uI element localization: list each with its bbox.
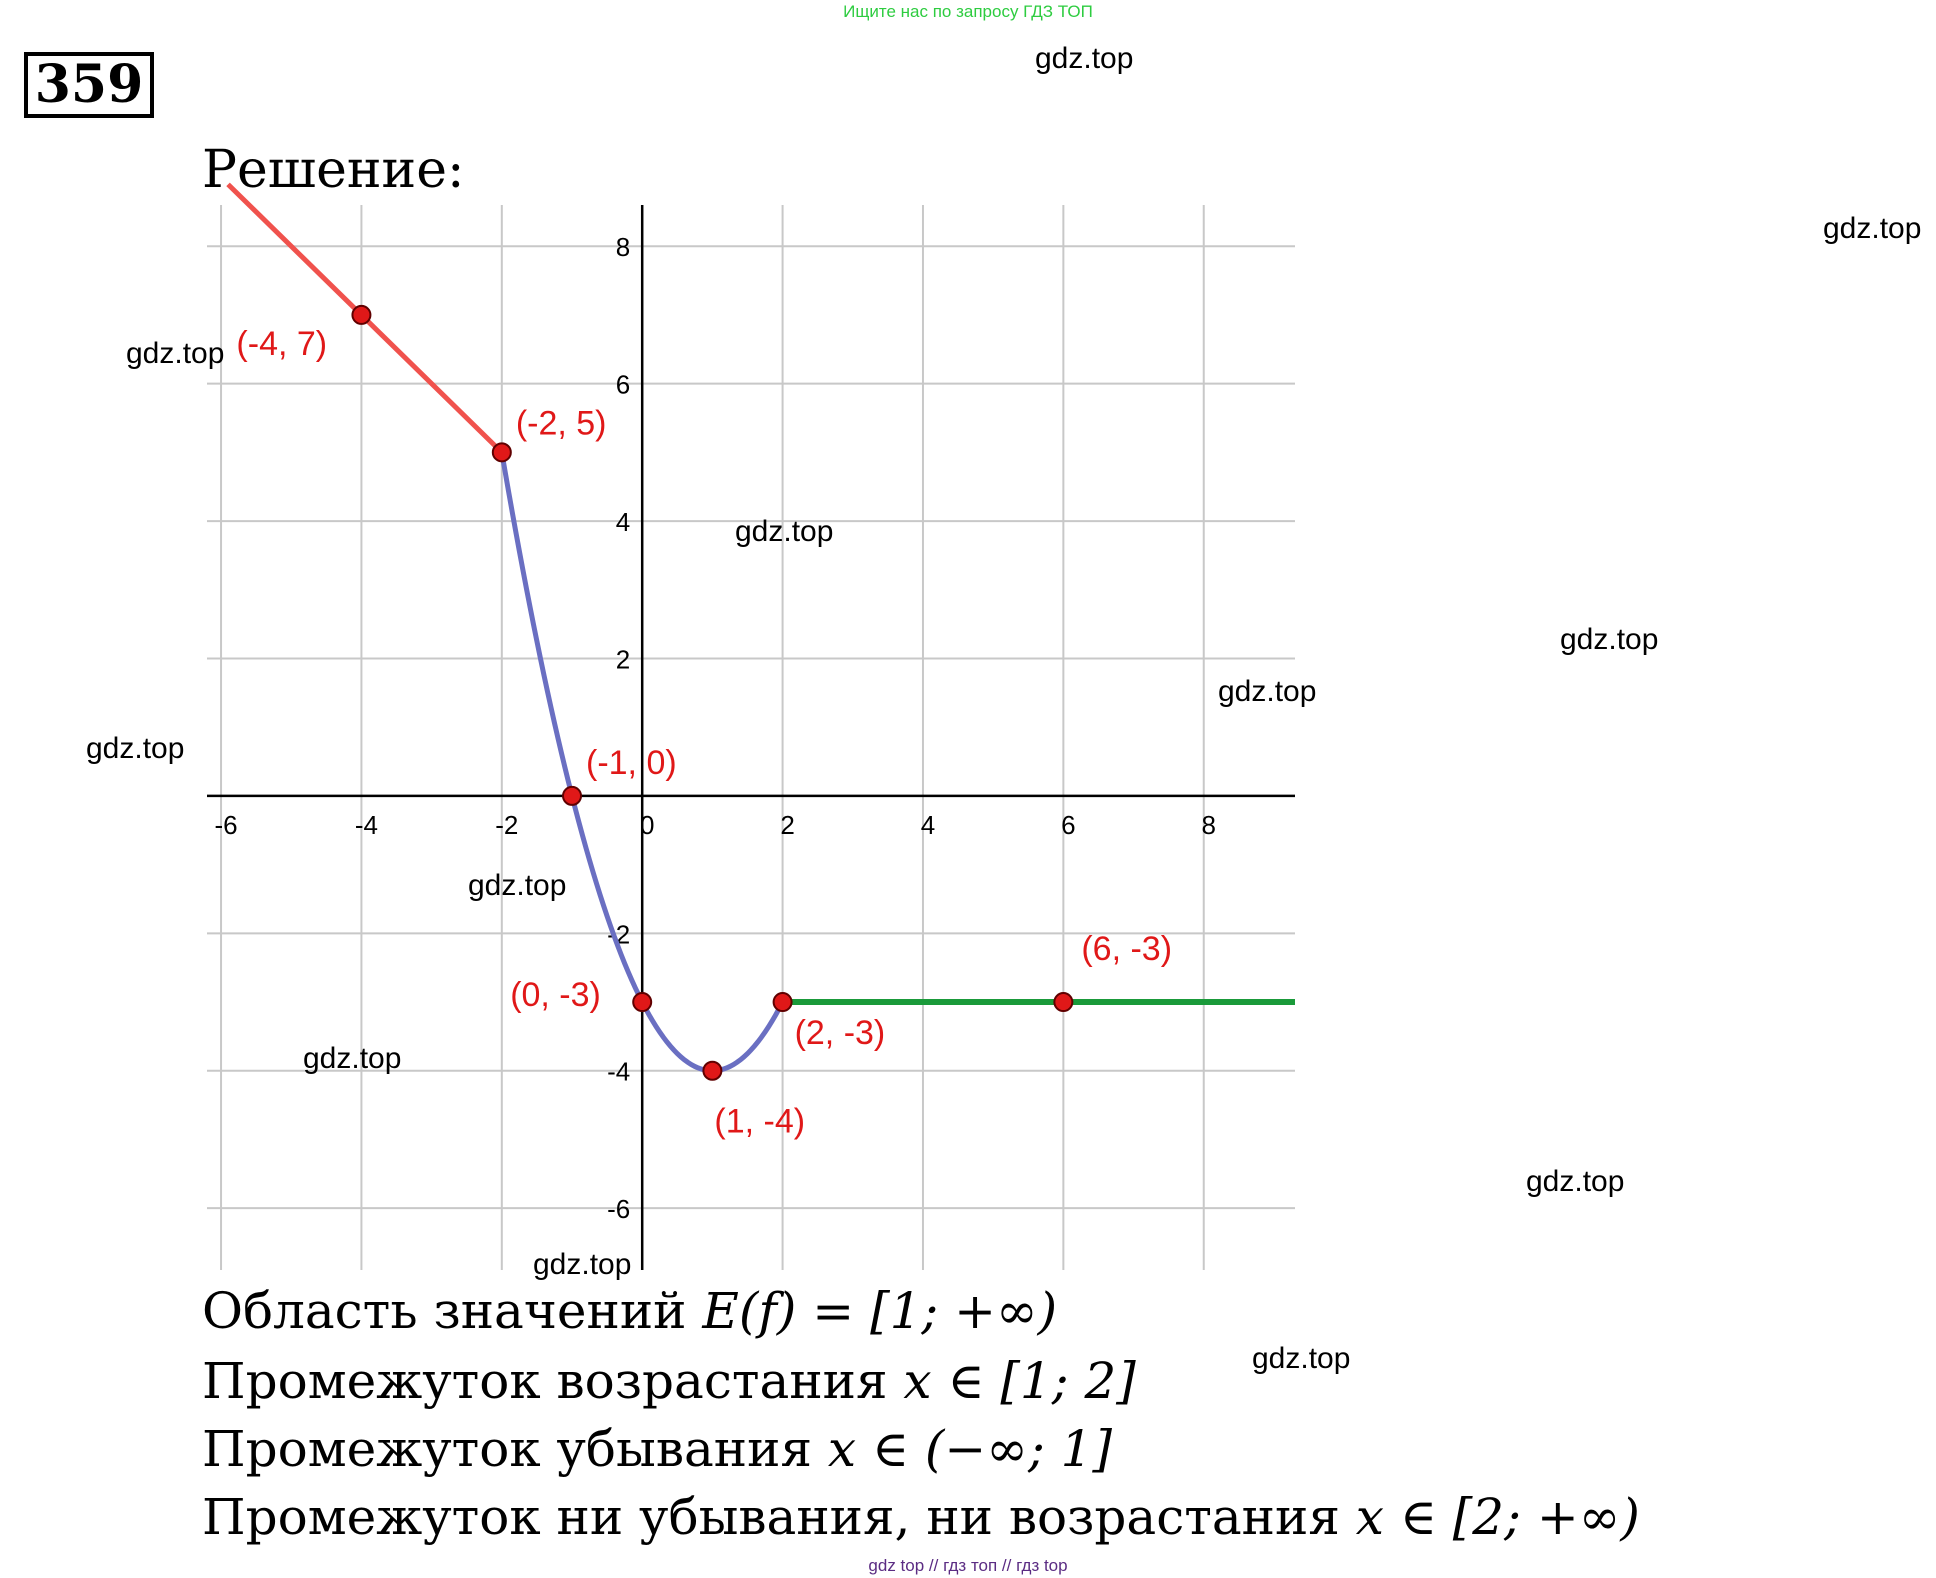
answer-increasing: Промежуток возрастания x ∈ [1; 2] <box>202 1352 1136 1410</box>
x-tick-label: -6 <box>214 810 237 840</box>
point-label: (-1, 0) <box>586 744 677 782</box>
y-tick-label: 4 <box>616 507 630 537</box>
watermark: gdz.top <box>1035 42 1134 75</box>
point-label: (6, -3) <box>1081 930 1172 968</box>
x-tick-label: 8 <box>1202 810 1216 840</box>
axes <box>207 205 1295 1270</box>
watermark: gdz.top <box>1218 675 1317 708</box>
watermark: gdz.top <box>303 1042 402 1075</box>
answer-increasing-formula: x ∈ [1; 2] <box>903 1352 1136 1410</box>
watermark: gdz.top <box>1252 1342 1351 1375</box>
watermark: gdz.top <box>1823 212 1922 245</box>
graph-point <box>491 442 512 463</box>
point-labels: (-4, 7) (-2, 5) (-1, 0) (0, -3) (1, -4) (2, -… <box>236 325 1172 1141</box>
watermark: gdz.top <box>533 1248 632 1281</box>
answer-constant-formula: x ∈ [2; +∞) <box>1355 1488 1640 1546</box>
graph-point <box>562 785 583 806</box>
watermark: gdz.top <box>468 869 567 902</box>
watermark: gdz.top <box>126 337 225 370</box>
watermark: gdz.top <box>1560 623 1659 656</box>
y-tick-label: 2 <box>616 644 630 674</box>
graph-point <box>772 992 793 1013</box>
grid-lines <box>207 205 1295 1270</box>
answer-constant-text: Промежуток ни убывания, ни возрастания <box>202 1488 1356 1546</box>
problem-number: 359 <box>24 52 154 118</box>
footer-links[interactable]: gdz top // гдз топ // гдз top <box>868 1556 1068 1575</box>
answer-decreasing-formula: x ∈ (−∞; 1] <box>827 1420 1112 1478</box>
y-tick-label: -4 <box>607 1057 630 1087</box>
x-tick-label: 4 <box>921 810 935 840</box>
y-tick-label: 6 <box>616 370 630 400</box>
x-tick-label: 2 <box>780 810 794 840</box>
graph-point <box>1053 992 1074 1013</box>
answer-range: Область значений E(f) = [1; +∞) <box>202 1282 1057 1340</box>
top-banner[interactable]: Ищите нас по запросу ГДЗ ТОП <box>843 2 1093 21</box>
answer-range-text: Область значений <box>202 1282 703 1340</box>
answer-decreasing: Промежуток убывания x ∈ (−∞; 1] <box>202 1420 1112 1478</box>
x-tick-label: -2 <box>495 810 518 840</box>
watermark: gdz.top <box>86 732 185 765</box>
point-label: (-4, 7) <box>236 325 327 363</box>
point-label: (1, -4) <box>714 1103 805 1141</box>
answer-increasing-text: Промежуток возрастания <box>202 1352 904 1410</box>
point-label: (-2, 5) <box>516 404 607 442</box>
x-tick-label: 6 <box>1061 810 1075 840</box>
answer-decreasing-text: Промежуток убывания <box>202 1420 828 1478</box>
x-tick-label: 0 <box>640 810 654 840</box>
point-label: (2, -3) <box>795 1014 886 1052</box>
y-tick-label: -6 <box>607 1194 630 1224</box>
answer-range-formula: E(f) = [1; +∞) <box>702 1282 1058 1340</box>
graph-point <box>632 992 653 1013</box>
point-label: (0, -3) <box>510 976 601 1014</box>
x-tick-label: -4 <box>355 810 378 840</box>
watermark: gdz.top <box>1526 1165 1625 1198</box>
answer-constant: Промежуток ни убывания, ни возрастания x… <box>202 1488 1640 1546</box>
watermark: gdz.top <box>735 515 834 548</box>
graph-points <box>351 304 1074 1081</box>
graph-point <box>351 304 372 325</box>
solution-heading: Решение: <box>202 140 465 200</box>
y-tick-label: 8 <box>616 232 630 262</box>
graph-point <box>702 1060 723 1081</box>
